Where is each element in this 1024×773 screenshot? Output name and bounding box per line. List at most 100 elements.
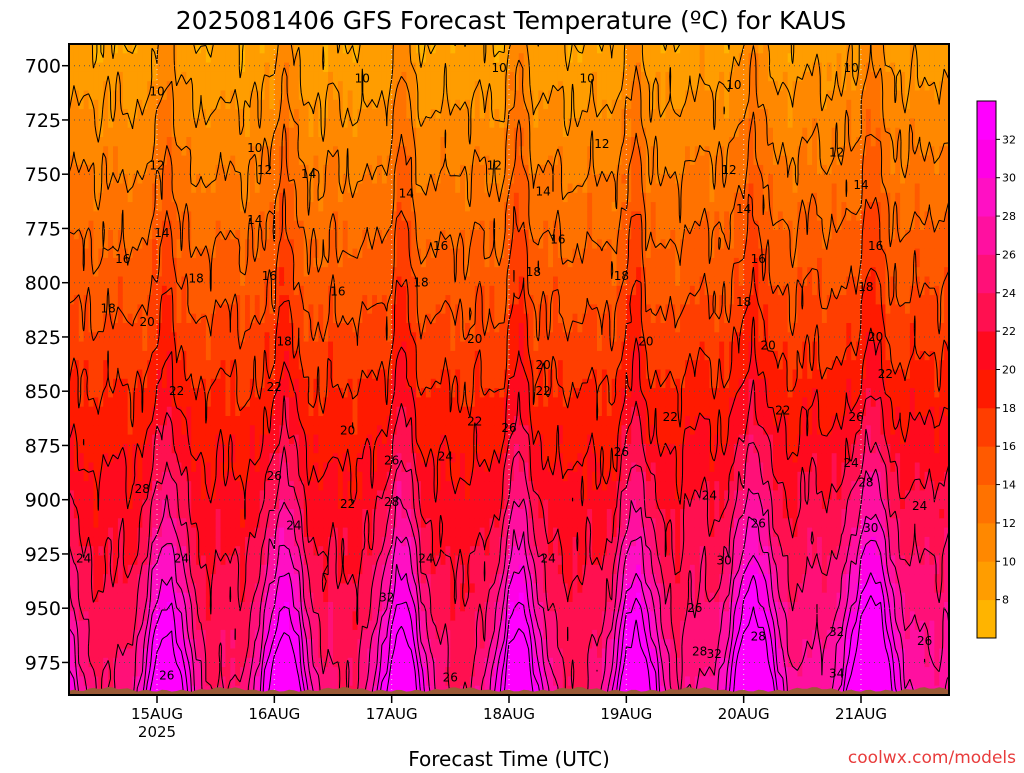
temperature-cell bbox=[122, 397, 129, 408]
temperature-cell bbox=[88, 350, 95, 361]
temperature-cell bbox=[73, 369, 80, 380]
temperature-cell bbox=[240, 90, 246, 101]
temperature-cell bbox=[381, 230, 388, 240]
temperature-cell bbox=[357, 220, 363, 231]
temperature-cell bbox=[113, 220, 119, 231]
temperature-cell bbox=[93, 90, 99, 101]
temperature-cell bbox=[196, 602, 202, 612]
temperature-cell bbox=[230, 527, 236, 538]
temperature-cell bbox=[171, 481, 178, 491]
temperature-cell bbox=[117, 639, 124, 650]
temperature-cell bbox=[293, 388, 300, 398]
temperature-cell bbox=[142, 183, 148, 194]
temperature-cell bbox=[235, 416, 241, 426]
temperature-cell bbox=[264, 527, 271, 538]
temperature-cell bbox=[381, 267, 388, 278]
temperature-cell bbox=[108, 676, 114, 687]
temperature-cell bbox=[152, 611, 158, 622]
temperature-cell bbox=[411, 369, 417, 380]
temperature-cell bbox=[367, 146, 373, 157]
temperature-cell bbox=[367, 416, 373, 426]
temperature-cell bbox=[196, 350, 202, 361]
temperature-cell bbox=[381, 360, 388, 371]
temperature-cell bbox=[157, 481, 163, 491]
temperature-cell bbox=[333, 667, 339, 677]
temperature-cell bbox=[352, 434, 359, 445]
temperature-cell bbox=[142, 481, 148, 491]
temperature-cell bbox=[201, 304, 207, 315]
temperature-cell bbox=[142, 416, 148, 426]
temperature-cell bbox=[93, 406, 99, 417]
temperature-cell bbox=[293, 323, 300, 333]
temperature-cell bbox=[259, 332, 266, 343]
temperature-cell bbox=[137, 490, 143, 501]
temperature-cell bbox=[88, 536, 95, 547]
temperature-cell bbox=[235, 183, 241, 194]
temperature-cell bbox=[367, 369, 373, 380]
temperature-cell bbox=[225, 350, 231, 361]
temperature-cell bbox=[132, 202, 139, 212]
temperature-cell bbox=[308, 257, 315, 268]
temperature-cell bbox=[93, 313, 99, 324]
temperature-cell bbox=[318, 267, 324, 278]
temperature-cell bbox=[298, 202, 305, 212]
temperature-cell bbox=[323, 127, 329, 138]
temperature-cell bbox=[337, 629, 344, 640]
temperature-cell bbox=[196, 248, 202, 259]
temperature-cell bbox=[122, 378, 129, 389]
temperature-cell bbox=[318, 611, 324, 622]
temperature-cell bbox=[357, 174, 363, 185]
temperature-cell bbox=[98, 90, 104, 101]
temperature-cell bbox=[386, 285, 393, 296]
temperature-cell bbox=[372, 183, 378, 194]
temperature-cell bbox=[171, 118, 178, 129]
temperature-cell bbox=[293, 313, 300, 324]
temperature-cell bbox=[171, 313, 178, 324]
temperature-cell bbox=[230, 304, 236, 315]
temperature-cell bbox=[166, 81, 173, 92]
temperature-cell bbox=[132, 81, 139, 92]
temperature-cell bbox=[249, 109, 256, 119]
temperature-cell bbox=[411, 509, 417, 519]
temperature-cell bbox=[93, 304, 99, 315]
temperature-cell bbox=[328, 313, 334, 324]
temperature-cell bbox=[210, 285, 217, 296]
temperature-cell bbox=[196, 527, 202, 538]
temperature-cell bbox=[264, 639, 271, 650]
temperature-cell bbox=[157, 509, 163, 519]
temperature-cell bbox=[210, 276, 217, 287]
temperature-cell bbox=[186, 146, 192, 157]
temperature-cell bbox=[279, 471, 285, 482]
temperature-cell bbox=[152, 146, 158, 157]
temperature-cell bbox=[83, 118, 90, 129]
temperature-cell bbox=[367, 453, 373, 464]
temperature-cell bbox=[161, 99, 168, 110]
temperature-cell bbox=[328, 202, 334, 212]
temperature-cell bbox=[259, 257, 266, 268]
temperature-cell bbox=[411, 81, 417, 92]
temperature-cell bbox=[152, 81, 158, 92]
temperature-cell bbox=[137, 453, 143, 464]
temperature-cell bbox=[201, 611, 207, 622]
temperature-cell bbox=[210, 602, 217, 612]
temperature-cell bbox=[122, 574, 129, 584]
temperature-cell bbox=[249, 574, 256, 584]
temperature-cell bbox=[171, 99, 178, 110]
temperature-cell bbox=[210, 434, 217, 445]
temperature-cell bbox=[269, 313, 275, 324]
temperature-cell bbox=[225, 99, 231, 110]
temperature-cell bbox=[122, 369, 129, 380]
temperature-cell bbox=[318, 574, 324, 584]
temperature-cell bbox=[78, 174, 85, 185]
temperature-cell bbox=[98, 332, 104, 343]
temperature-cell bbox=[337, 611, 344, 622]
temperature-cell bbox=[230, 388, 236, 398]
temperature-cell bbox=[93, 118, 99, 129]
temperature-cell bbox=[98, 257, 104, 268]
temperature-cell bbox=[254, 667, 261, 677]
temperature-cell bbox=[245, 44, 251, 54]
temperature-cell bbox=[386, 323, 393, 333]
temperature-cell bbox=[328, 183, 334, 194]
temperature-cell bbox=[254, 360, 261, 371]
temperature-cell bbox=[157, 90, 163, 101]
